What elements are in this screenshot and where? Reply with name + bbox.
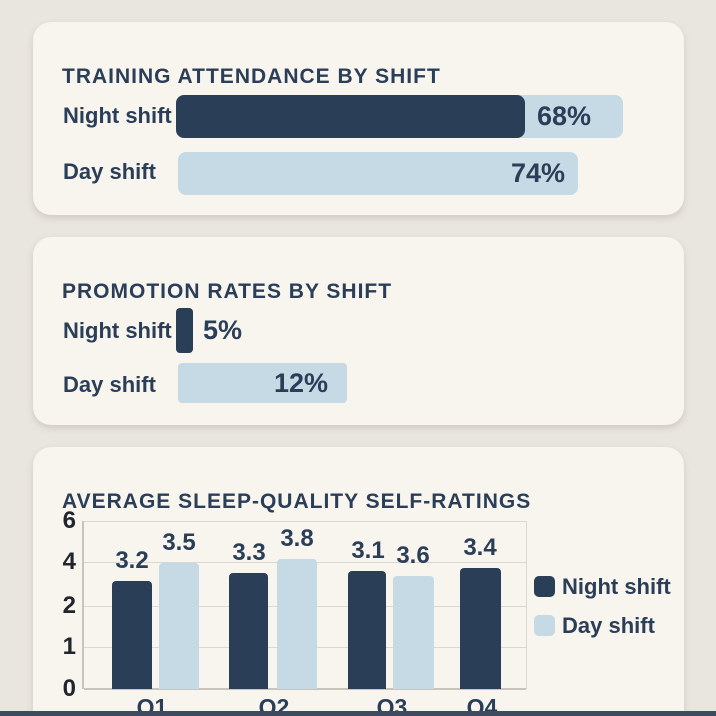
night-shift-bar-fill [176, 95, 525, 138]
x-tick-q2: Q2 [258, 694, 290, 716]
legend-label-night-shift: Night shift [562, 574, 671, 599]
y-tick-2: 2 [62, 592, 76, 619]
row-label-night-shift: Night shift [63, 103, 172, 128]
card-title: PROMOTION RATES BY SHIFT [62, 280, 393, 304]
bar-night-q3 [348, 571, 386, 689]
value-day-q3: 3.6 [396, 542, 430, 569]
y-tick-1: 1 [62, 633, 76, 660]
card-title: TRAINING ATTENDANCE BY SHIFT [62, 65, 441, 89]
night-shift-value: 68% [537, 101, 592, 131]
bar-night-q1 [112, 581, 152, 689]
card-title: AVERAGE SLEEP-QUALITY SELF-RATINGS [62, 490, 532, 514]
x-tick-q3: Q3 [376, 694, 408, 716]
row-label-day-shift: Day shift [63, 159, 156, 184]
night-shift-value: 5% [203, 315, 243, 345]
bar-night-q4 [460, 568, 501, 689]
day-shift-bar: 74% [178, 152, 578, 195]
value-night-q1: 3.2 [115, 547, 149, 574]
day-shift-bar: 12% [178, 363, 347, 403]
gridline-6 [84, 521, 526, 522]
bottom-edge-strip [0, 711, 716, 716]
card-sleep-quality: AVERAGE SLEEP-QUALITY SELF-RATINGS 6 4 2… [33, 447, 684, 716]
chart-plot-area: 3.2 3.5 3.3 3.8 3.1 3.6 3.4 Q1 Q2 Q3 Q4 [82, 521, 527, 716]
bar-night-q2 [229, 573, 268, 689]
legend-label-day-shift: Day shift [562, 613, 655, 638]
value-day-q1: 3.5 [162, 529, 196, 556]
card-training-attendance: TRAINING ATTENDANCE BY SHIFT Night shift… [33, 22, 684, 215]
legend-swatch-night-shift [534, 576, 555, 597]
value-day-q2: 3.8 [280, 525, 314, 552]
night-shift-bar [176, 308, 193, 353]
legend-swatch-day-shift [534, 615, 555, 636]
day-shift-value: 12% [273, 368, 328, 398]
y-tick-0: 0 [62, 675, 76, 702]
bar-day-q1 [159, 563, 199, 689]
value-night-q4: 3.4 [463, 534, 497, 561]
bar-day-q2 [277, 559, 317, 689]
value-night-q2: 3.3 [232, 539, 266, 566]
x-axis-line [84, 688, 526, 690]
x-tick-q1: Q1 [136, 694, 168, 716]
card-promotion-rates: PROMOTION RATES BY SHIFT Night shift 5% … [33, 237, 684, 425]
row-label-night-shift: Night shift [63, 318, 172, 343]
x-tick-q4: Q4 [466, 694, 498, 716]
row-label-day-shift: Day shift [63, 372, 156, 397]
y-tick-4: 4 [62, 548, 76, 575]
y-tick-6: 6 [62, 507, 76, 534]
night-shift-bar-track: 68% [176, 95, 623, 138]
day-shift-value: 74% [510, 158, 565, 188]
bar-day-q3 [393, 576, 434, 689]
value-night-q3: 3.1 [351, 537, 385, 564]
